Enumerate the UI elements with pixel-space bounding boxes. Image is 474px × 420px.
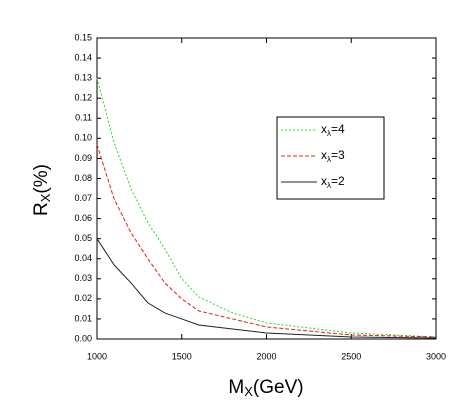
y-tick-label: 0.01 (74, 313, 92, 323)
x-tick-label: 3000 (426, 351, 446, 361)
series-line (96, 78, 437, 338)
y-tick-label: 0.00 (74, 333, 92, 343)
y-tick-label: 0.15 (74, 32, 92, 42)
series-line (96, 144, 437, 338)
x-tick-label: 1000 (87, 351, 107, 361)
x-tick-label: 1500 (172, 351, 192, 361)
x-tick-label: 2000 (256, 351, 276, 361)
y-tick-label: 0.13 (74, 73, 92, 83)
y-tick-label: 0.11 (75, 113, 92, 123)
y-axis-title: RX(%) (31, 164, 53, 216)
y-tick-label: 0.05 (74, 233, 92, 243)
y-tick-label: 0.03 (74, 273, 92, 283)
y-tick-label: 0.09 (74, 153, 92, 163)
plot-frame (96, 37, 437, 340)
y-tick-label: 0.08 (74, 173, 92, 183)
legend-box (276, 116, 385, 200)
y-tick-label: 0.14 (74, 52, 92, 62)
y-tick-label: 0.02 (74, 293, 92, 303)
y-tick-label: 0.04 (74, 253, 92, 263)
y-tick-label: 0.06 (74, 213, 92, 223)
x-tick-label: 2500 (341, 351, 361, 361)
series-line (96, 238, 437, 339)
y-tick-label: 0.07 (74, 193, 92, 203)
legend-label: xλ=2 (321, 174, 345, 190)
y-tick-label: 0.10 (74, 133, 92, 143)
legend-label: xλ=3 (321, 148, 345, 164)
legend-label: xλ=4 (321, 122, 345, 138)
x-axis-title: MX(GeV) (228, 377, 303, 399)
y-tick-label: 0.12 (74, 93, 92, 103)
